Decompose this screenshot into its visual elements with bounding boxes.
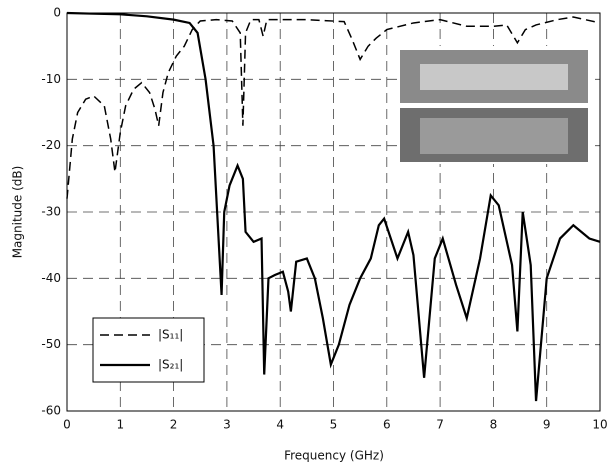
x-axis-label: Frequency (GHz) xyxy=(284,449,384,463)
x-tick-label: 7 xyxy=(436,418,444,432)
legend-box xyxy=(92,317,205,383)
legend-label: |S₂₁| xyxy=(158,358,183,372)
y-tick-label: -50 xyxy=(41,337,61,351)
x-tick-label: 5 xyxy=(330,418,338,432)
y-axis-label: Magnitude (dB) xyxy=(11,166,25,259)
y-tick-label: -40 xyxy=(41,271,61,285)
series-line xyxy=(66,16,601,199)
series-line xyxy=(66,11,601,402)
x-tick-label: 6 xyxy=(383,418,391,432)
x-tick-label: 3 xyxy=(223,418,231,432)
x-tick-label: 8 xyxy=(490,418,498,432)
x-tick-label: 10 xyxy=(592,418,607,432)
y-tick-label: 0 xyxy=(53,6,61,20)
y-tick-label: -10 xyxy=(41,72,61,86)
legend-label: |S₁₁| xyxy=(158,328,183,342)
inset-photo xyxy=(398,46,590,164)
x-tick-label: 4 xyxy=(276,418,284,432)
y-tick-label: -30 xyxy=(41,205,61,219)
x-tick-label: 0 xyxy=(63,418,71,432)
y-tick-label: -20 xyxy=(41,138,61,152)
x-tick-label: 1 xyxy=(116,418,124,432)
x-tick-label: 2 xyxy=(170,418,178,432)
plot-frame xyxy=(66,12,601,412)
y-tick-label: -60 xyxy=(41,404,61,418)
x-tick-label: 9 xyxy=(543,418,551,432)
